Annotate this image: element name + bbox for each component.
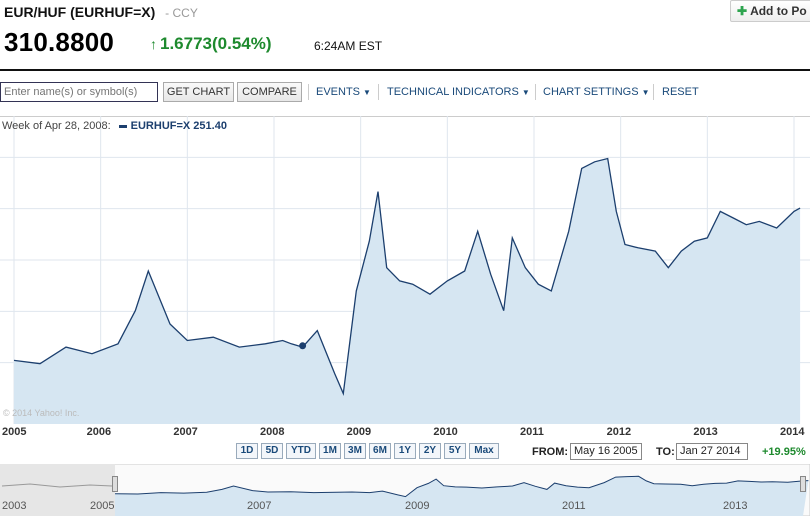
navigator-year-label: 2007 xyxy=(247,500,272,512)
technical-indicators-label: TECHNICAL INDICATORS xyxy=(387,86,519,98)
caret-down-icon: ▼ xyxy=(641,88,650,97)
copyright-notice: © 2014 Yahoo! Inc. xyxy=(3,408,80,418)
navigator-line xyxy=(114,475,809,498)
x-tick-label: 2011 xyxy=(520,426,544,438)
reset-button[interactable]: RESET xyxy=(662,86,699,98)
chart-area xyxy=(0,116,810,425)
range-button-3m[interactable]: 3M xyxy=(344,443,366,459)
price-change: ↑ 1.6773(0.54%) xyxy=(150,34,272,54)
range-navigator[interactable] xyxy=(0,464,810,516)
x-tick-label: 2009 xyxy=(346,426,372,438)
quote-time: 6:24AM EST xyxy=(314,39,383,53)
up-arrow-icon: ↑ xyxy=(150,36,157,52)
toolbar-separator xyxy=(535,84,536,100)
range-percent-change: +19.95% xyxy=(762,446,806,458)
events-label: EVENTS xyxy=(316,86,361,98)
legend-swatch xyxy=(118,124,127,128)
add-button-label: Add to Po xyxy=(750,4,807,18)
navigator-left-handle[interactable] xyxy=(112,476,118,492)
navigator-year-label: 2011 xyxy=(562,500,586,512)
x-tick-label: 2005 xyxy=(2,426,27,438)
legend-week-label: Week of Apr 28, 2008: xyxy=(2,120,111,132)
x-tick-label: 2012 xyxy=(606,426,632,438)
price-area xyxy=(14,158,801,424)
navigator-area xyxy=(115,476,809,516)
symbol-title: EUR/HUF (EURHUF=X) xyxy=(4,4,156,20)
navigator-history-line xyxy=(1,483,113,488)
price-chart[interactable] xyxy=(0,116,810,424)
toolbar-separator xyxy=(378,84,379,100)
quote-title: EUR/HUF (EURHUF=X) - CCY xyxy=(4,4,198,20)
range-button-ytd[interactable]: YTD xyxy=(286,443,316,459)
range-button-5y[interactable]: 5Y xyxy=(444,443,466,459)
range-button-6m[interactable]: 6M xyxy=(369,443,391,459)
chart-settings-label: CHART SETTINGS xyxy=(543,86,639,98)
toolbar-separator xyxy=(653,84,654,100)
x-tick-label: 2007 xyxy=(173,426,198,438)
chart-legend: Week of Apr 28, 2008: EURHUF=X 251.40 xyxy=(2,120,227,132)
last-price: 310.8800 xyxy=(4,27,115,57)
range-button-1m[interactable]: 1M xyxy=(319,443,341,459)
range-button-1y[interactable]: 1Y xyxy=(394,443,416,459)
range-button-1d[interactable]: 1D xyxy=(236,443,258,459)
navigator-year-label: 2005 xyxy=(90,500,115,512)
to-label: TO: xyxy=(656,446,675,458)
get-chart-button[interactable]: GET CHART xyxy=(163,82,234,102)
from-label: FROM: xyxy=(532,446,569,458)
change-value: 1.6773(0.54%) xyxy=(160,34,272,53)
range-button-5d[interactable]: 5D xyxy=(261,443,283,459)
header-divider xyxy=(0,69,810,71)
range-button-max[interactable]: Max xyxy=(469,443,499,459)
exchange-label: - CCY xyxy=(165,6,198,20)
navigator-year-label: 2003 xyxy=(2,500,27,512)
navigator-mask xyxy=(0,464,115,516)
price-line xyxy=(13,157,801,396)
x-tick-label: 2006 xyxy=(86,426,112,438)
events-menu[interactable]: EVENTS ▼ xyxy=(316,86,371,98)
compare-button[interactable]: COMPARE xyxy=(237,82,302,102)
x-tick-label: 2014 xyxy=(780,426,805,438)
technical-indicators-menu[interactable]: TECHNICAL INDICATORS ▼ xyxy=(387,86,530,98)
chart-settings-menu[interactable]: CHART SETTINGS ▼ xyxy=(543,86,649,98)
hover-point xyxy=(299,342,307,350)
add-to-portfolio-button[interactable]: ✚ Add to Po xyxy=(730,0,810,22)
plus-icon: ✚ xyxy=(737,4,748,18)
chart-toolbar: GET CHART COMPARE EVENTS▼ TECHNICAL INDI… xyxy=(0,80,810,106)
navigator-year-label: 2009 xyxy=(405,500,430,512)
x-tick-label: 2013 xyxy=(693,426,718,438)
caret-down-icon: ▼ xyxy=(521,88,530,97)
to-date-input[interactable]: Jan 27 2014 xyxy=(676,443,748,460)
toolbar-separator xyxy=(308,84,309,100)
navigator-right-handle[interactable] xyxy=(800,476,806,492)
legend-series-label: EURHUF=X 251.40 xyxy=(130,120,227,132)
symbol-search-input[interactable] xyxy=(0,82,158,102)
from-date-input[interactable]: May 16 2005 xyxy=(570,443,642,460)
caret-down-icon: ▼ xyxy=(363,88,371,97)
navigator-year-label: 2013 xyxy=(723,500,748,512)
x-tick-label: 2008 xyxy=(260,426,285,438)
x-tick-label: 2010 xyxy=(433,426,458,438)
range-button-2y[interactable]: 2Y xyxy=(419,443,441,459)
